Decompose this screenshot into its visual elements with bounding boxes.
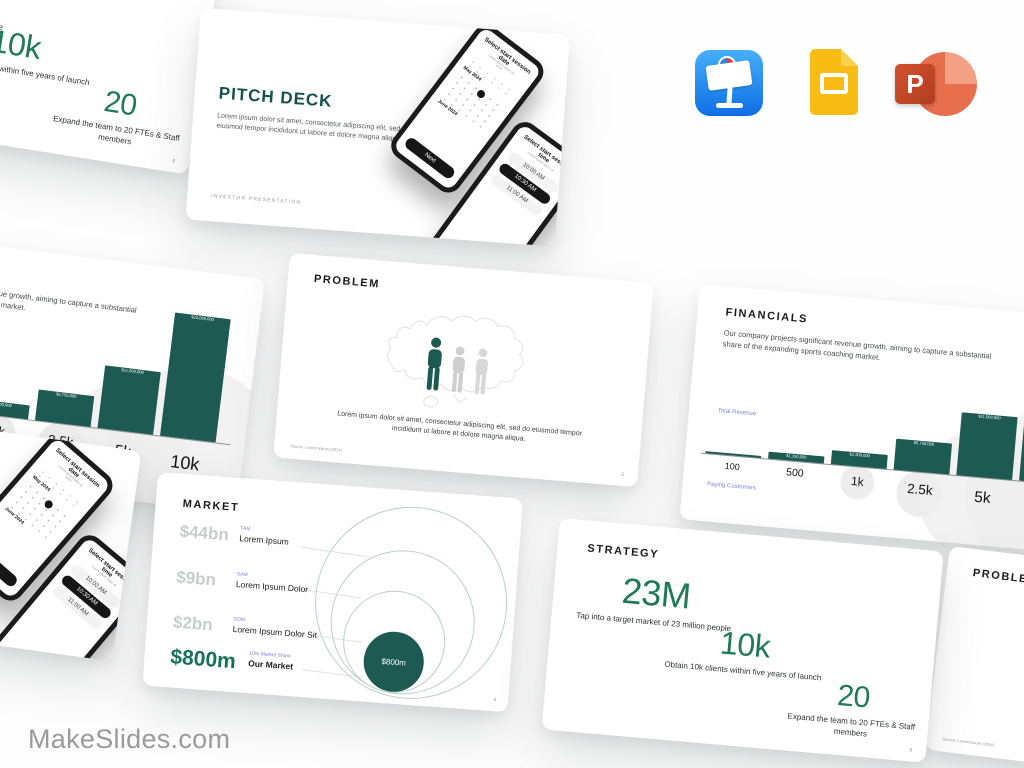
- slide-title: PITCH DECK: [218, 83, 334, 111]
- slide-frame-icon: [820, 73, 848, 94]
- person-icon: [451, 346, 466, 393]
- bar-value-label: $1,150,000: [785, 454, 807, 461]
- market-value: $9bn: [175, 567, 217, 590]
- axis-category-label: 500: [785, 466, 805, 480]
- slide-financials: FINANCIALS Our company projects signific…: [679, 284, 1024, 556]
- page-number: 6: [493, 697, 497, 704]
- slide-body-text: Our company projects significant revenue…: [722, 328, 992, 362]
- market-row: $9bn SAM Lorem Ipsum Dolor: [176, 568, 309, 598]
- chart-bar: $11,500,000: [97, 365, 161, 435]
- axis-category-label: 1k: [850, 473, 865, 489]
- page-number: 8: [909, 747, 913, 754]
- slide-title: PROBLEM: [313, 273, 381, 291]
- market-value: $800m: [169, 645, 237, 674]
- slide-title: STRATEGY: [586, 542, 660, 561]
- next-button: Next: [403, 135, 457, 181]
- slide-title: PROBLEM: [972, 567, 1024, 588]
- page-number: 8: [171, 158, 176, 165]
- slide-title: FINANCIALS: [725, 306, 809, 326]
- source-note: Source: Lorem Ipsum (2024): [942, 737, 995, 748]
- folded-corner-icon: [841, 49, 858, 66]
- chart-bar: $2,300,000: [0, 398, 30, 420]
- slide-market: MARKET $800m $44bn TAM Lorem Ipsum $9bn SAM…: [142, 472, 524, 713]
- stat-value: 23M: [0, 0, 20, 22]
- slide-strategy: STRATEGY 23M Tap into a target market of…: [541, 518, 944, 763]
- market-row: $2bn SOM Lorem Ipsum Dolor Sit: [172, 613, 318, 644]
- market-row: $44bn TAM Lorem Ipsum: [179, 522, 290, 550]
- chart-bar: $5,750,000: [893, 438, 953, 475]
- next-button: Next: [0, 541, 20, 589]
- market-value: $2bn: [172, 612, 214, 635]
- page-number: 5: [620, 471, 625, 479]
- people-icons: [421, 336, 497, 396]
- slide-body-text: Our company projects significant revenue…: [0, 273, 138, 315]
- market-value: $44bn: [179, 521, 230, 545]
- person-icon: [426, 337, 442, 391]
- slide-strategy-partial: STRATEGY 23M Tap into a target market of…: [0, 0, 221, 175]
- slide-problem: PROBLEM Lorem ipsum dolor sit amet, cons…: [273, 253, 654, 488]
- market-label: Our Market: [247, 658, 294, 672]
- bar-value-label: $11,500,000: [121, 368, 144, 376]
- selected-day-dot: [475, 88, 487, 100]
- bar-value-label: $11,500,000: [978, 414, 1001, 421]
- stand-stem: [726, 86, 733, 105]
- keynote-icon[interactable]: [695, 50, 763, 116]
- slide-pitch-deck: PITCH DECK Lorem ipsum dolor sit amet, c…: [185, 8, 571, 247]
- chart-bar: $11,500,000: [956, 412, 1018, 480]
- axis-category-label: 100: [724, 460, 741, 473]
- chart-bar: $2,300,000: [830, 450, 888, 469]
- market-label: Lorem Ipsum: [239, 533, 290, 547]
- strategy-stat: 20 Expand the team to 20 FTEs & Staff me…: [770, 673, 934, 745]
- powerpoint-letter-tile: P: [895, 64, 935, 104]
- bar-value-label: $2,300,000: [849, 452, 871, 459]
- strategy-stat: 10k Obtain 10k clients within five years…: [655, 619, 834, 685]
- selected-day-dot: [43, 498, 55, 511]
- stand-base: [716, 103, 743, 108]
- x-axis-label: Paying Customers: [706, 481, 757, 492]
- person-icon: [474, 348, 488, 395]
- bar-value-label: $5,750,000: [913, 441, 935, 448]
- powerpoint-icon[interactable]: P: [895, 52, 995, 116]
- slide-footer: INVESTOR PRESENTATION: [211, 193, 302, 206]
- market-row: $800m 10% Market Share Our Market: [170, 645, 299, 678]
- watermark-text: MakeSlides.com: [28, 724, 231, 754]
- bar-value-label: $2,300,000: [0, 401, 12, 409]
- bar-value-label: $23,000,000: [191, 315, 215, 323]
- source-note: Source: Lorem Ipsum (2024): [289, 444, 343, 453]
- y-axis-label: Total Revenue: [717, 408, 757, 418]
- bar-value-label: $5,750,000: [55, 392, 77, 400]
- map-outline: [387, 315, 524, 408]
- strategy-stat: 20 Expand the team to 20 FTEs & Staff me…: [35, 75, 202, 158]
- slide-title: MARKET: [182, 497, 240, 515]
- chart-bar: $5,750,000: [34, 389, 95, 428]
